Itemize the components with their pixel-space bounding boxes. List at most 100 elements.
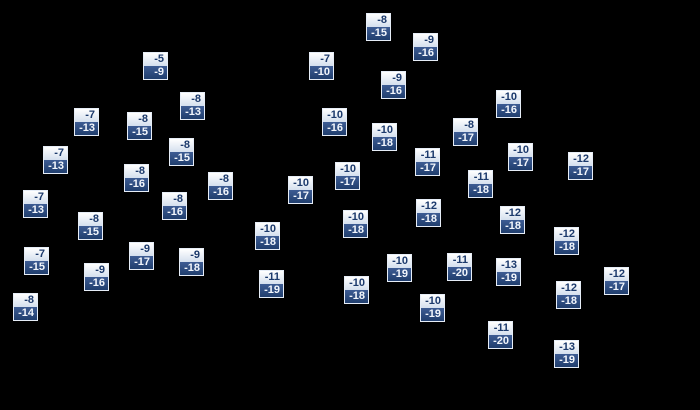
temperature-marker[interactable]: -12 -18 xyxy=(416,199,441,227)
low-temp-label: -14 xyxy=(14,307,37,320)
temperature-marker[interactable]: -13 -19 xyxy=(554,340,579,368)
high-temp-label: -5 xyxy=(144,53,167,66)
temperature-marker[interactable]: -7 -15 xyxy=(24,247,49,275)
high-temp-label: -12 xyxy=(417,200,440,213)
low-temp-label: -18 xyxy=(345,290,368,303)
high-temp-label: -7 xyxy=(44,147,67,160)
temperature-marker[interactable]: -9 -16 xyxy=(84,263,109,291)
temperature-marker[interactable]: -9 -16 xyxy=(381,71,406,99)
low-temp-label: -13 xyxy=(75,122,98,135)
low-temp-label: -16 xyxy=(209,186,232,199)
temperature-marker[interactable]: -9 -17 xyxy=(129,242,154,270)
high-temp-label: -13 xyxy=(497,259,520,272)
low-temp-label: -17 xyxy=(454,132,477,145)
high-temp-label: -7 xyxy=(24,191,47,204)
high-temp-label: -8 xyxy=(79,213,102,226)
high-temp-label: -11 xyxy=(448,254,471,267)
low-temp-label: -18 xyxy=(501,220,524,233)
temperature-marker[interactable]: -12 -18 xyxy=(500,206,525,234)
temperature-marker[interactable]: -11 -20 xyxy=(447,253,472,281)
high-temp-label: -8 xyxy=(163,193,186,206)
temperature-marker[interactable]: -10 -17 xyxy=(288,176,313,204)
high-temp-label: -9 xyxy=(180,249,203,262)
high-temp-label: -10 xyxy=(497,91,520,104)
temperature-marker[interactable]: -11 -19 xyxy=(259,270,284,298)
low-temp-label: -16 xyxy=(163,206,186,219)
high-temp-label: -8 xyxy=(454,119,477,132)
temperature-marker[interactable]: -8 -16 xyxy=(208,172,233,200)
temperature-marker[interactable]: -12 -17 xyxy=(604,267,629,295)
temperature-marker[interactable]: -7 -13 xyxy=(43,146,68,174)
temperature-marker[interactable]: -9 -16 xyxy=(413,33,438,61)
temperature-marker[interactable]: -7 -10 xyxy=(309,52,334,80)
temperature-marker[interactable]: -11 -20 xyxy=(488,321,513,349)
high-temp-label: -9 xyxy=(85,264,108,277)
low-temp-label: -17 xyxy=(605,281,628,294)
high-temp-label: -8 xyxy=(209,173,232,186)
high-temp-label: -12 xyxy=(569,153,592,166)
low-temp-label: -18 xyxy=(557,295,580,308)
low-temp-label: -16 xyxy=(414,47,437,60)
low-temp-label: -13 xyxy=(44,160,67,173)
high-temp-label: -10 xyxy=(388,255,411,268)
temperature-marker[interactable]: -8 -15 xyxy=(78,212,103,240)
temperature-marker[interactable]: -5 -9 xyxy=(143,52,168,80)
temperature-marker[interactable]: -10 -16 xyxy=(322,108,347,136)
temperature-marker[interactable]: -8 -17 xyxy=(453,118,478,146)
temperature-marker[interactable]: -8 -15 xyxy=(366,13,391,41)
temperature-marker[interactable]: -10 -19 xyxy=(420,294,445,322)
high-temp-label: -8 xyxy=(181,93,204,106)
high-temp-label: -10 xyxy=(336,163,359,176)
high-temp-label: -10 xyxy=(344,211,367,224)
temperature-marker[interactable]: -13 -19 xyxy=(496,258,521,286)
temperature-marker[interactable]: -12 -18 xyxy=(556,281,581,309)
low-temp-label: -18 xyxy=(469,184,492,197)
temperature-marker[interactable]: -7 -13 xyxy=(23,190,48,218)
low-temp-label: -20 xyxy=(489,335,512,348)
high-temp-label: -8 xyxy=(125,165,148,178)
temperature-marker[interactable]: -10 -18 xyxy=(255,222,280,250)
temperature-marker[interactable]: -8 -14 xyxy=(13,293,38,321)
temperature-marker[interactable]: -10 -17 xyxy=(508,143,533,171)
temperature-marker[interactable]: -10 -16 xyxy=(496,90,521,118)
temperature-marker[interactable]: -11 -17 xyxy=(415,148,440,176)
temperature-marker[interactable]: -12 -18 xyxy=(554,227,579,255)
low-temp-label: -18 xyxy=(373,137,396,150)
high-temp-label: -9 xyxy=(414,34,437,47)
low-temp-label: -18 xyxy=(256,236,279,249)
temperature-marker[interactable]: -8 -16 xyxy=(124,164,149,192)
low-temp-label: -10 xyxy=(310,66,333,79)
temperature-marker[interactable]: -9 -18 xyxy=(179,248,204,276)
low-temp-label: -16 xyxy=(323,122,346,135)
temperature-marker[interactable]: -7 -13 xyxy=(74,108,99,136)
temperature-marker[interactable]: -8 -15 xyxy=(127,112,152,140)
low-temp-label: -19 xyxy=(421,308,444,321)
high-temp-label: -9 xyxy=(130,243,153,256)
temperature-marker[interactable]: -10 -17 xyxy=(335,162,360,190)
low-temp-label: -18 xyxy=(555,241,578,254)
temperature-marker[interactable]: -8 -16 xyxy=(162,192,187,220)
low-temp-label: -19 xyxy=(388,268,411,281)
temperature-marker[interactable]: -10 -19 xyxy=(387,254,412,282)
temperature-marker[interactable]: -11 -18 xyxy=(468,170,493,198)
low-temp-label: -17 xyxy=(289,190,312,203)
temperature-marker[interactable]: -8 -13 xyxy=(180,92,205,120)
high-temp-label: -10 xyxy=(256,223,279,236)
temperature-marker[interactable]: -8 -15 xyxy=(169,138,194,166)
low-temp-label: -17 xyxy=(130,256,153,269)
low-temp-label: -15 xyxy=(79,226,102,239)
high-temp-label: -10 xyxy=(373,124,396,137)
temperature-marker[interactable]: -10 -18 xyxy=(344,276,369,304)
low-temp-label: -13 xyxy=(24,204,47,217)
temperature-marker[interactable]: -12 -17 xyxy=(568,152,593,180)
high-temp-label: -8 xyxy=(170,139,193,152)
temperature-marker[interactable]: -10 -18 xyxy=(372,123,397,151)
high-temp-label: -11 xyxy=(489,322,512,335)
low-temp-label: -15 xyxy=(25,261,48,274)
high-temp-label: -10 xyxy=(509,144,532,157)
high-temp-label: -8 xyxy=(128,113,151,126)
low-temp-label: -18 xyxy=(344,224,367,237)
temperature-marker[interactable]: -10 -18 xyxy=(343,210,368,238)
low-temp-label: -15 xyxy=(367,27,390,40)
